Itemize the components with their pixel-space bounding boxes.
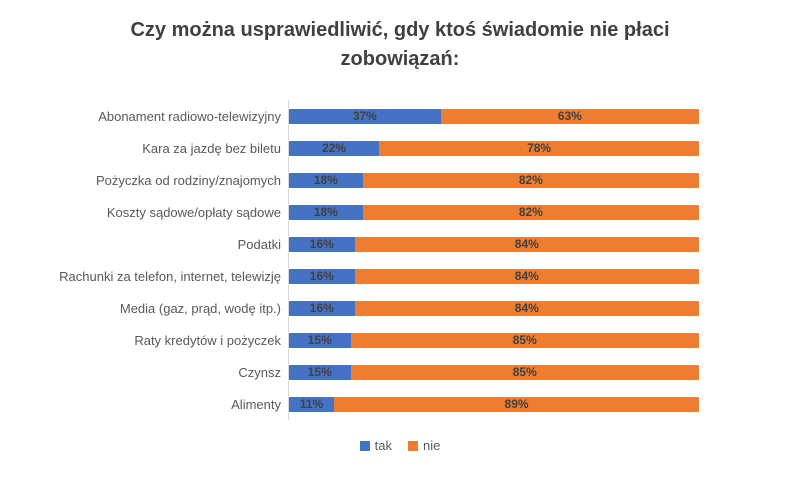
legend-label: nie bbox=[422, 438, 441, 453]
bar-row: Kara za jazdę bez biletu 22% 78% bbox=[0, 132, 800, 164]
bar-segment-nie: 82% bbox=[362, 204, 699, 220]
bar-segment-tak: 16% bbox=[289, 236, 355, 252]
bar-row: Media (gaz, prąd, wodę itp.) 16% 84% bbox=[0, 292, 800, 324]
bar-row: Raty kredytów i pożyczek 15% 85% bbox=[0, 324, 800, 356]
category-label: Podatki bbox=[237, 236, 281, 252]
bar-segment-tak: 16% bbox=[289, 300, 355, 316]
bar-segment-nie: 84% bbox=[354, 236, 699, 252]
bar-value-label: 85% bbox=[512, 333, 537, 347]
bar-value-label: 89% bbox=[504, 397, 529, 411]
bar-value-label: 82% bbox=[518, 173, 543, 187]
bar-track: 16% 84% bbox=[289, 268, 699, 284]
bar-segment-tak: 16% bbox=[289, 268, 355, 284]
legend-item-nie: nie bbox=[407, 438, 441, 453]
legend-swatch-nie-icon bbox=[407, 440, 418, 451]
bar-track: 37% 63% bbox=[289, 108, 699, 124]
category-label: Czynsz bbox=[238, 364, 281, 380]
bar-value-label: 84% bbox=[514, 301, 539, 315]
bar-segment-tak: 18% bbox=[289, 204, 363, 220]
bar-row: Abonament radiowo-telewizyjny 37% 63% bbox=[0, 100, 800, 132]
category-axis-line bbox=[288, 100, 289, 420]
bar-segment-nie: 63% bbox=[440, 108, 699, 124]
bar-track: 18% 82% bbox=[289, 172, 699, 188]
category-label: Abonament radiowo-telewizyjny bbox=[98, 108, 281, 124]
bar-segment-tak: 18% bbox=[289, 172, 363, 188]
bar-rows: Abonament radiowo-telewizyjny 37% 63% Kara … bbox=[0, 100, 800, 420]
bar-segment-nie: 84% bbox=[354, 268, 699, 284]
bar-segment-tak: 37% bbox=[289, 108, 441, 124]
bar-segment-tak: 15% bbox=[289, 364, 351, 380]
bar-row: Pożyczka od rodziny/znajomych 18% 82% bbox=[0, 164, 800, 196]
bar-track: 16% 84% bbox=[289, 236, 699, 252]
bar-value-label: 18% bbox=[313, 205, 338, 219]
bar-segment-nie: 85% bbox=[350, 332, 699, 348]
bar-segment-nie: 78% bbox=[379, 140, 699, 156]
bar-value-label: 15% bbox=[307, 333, 332, 347]
legend-label: tak bbox=[374, 438, 392, 453]
bar-value-label: 84% bbox=[514, 237, 539, 251]
bar-value-label: 37% bbox=[352, 109, 377, 123]
category-label: Alimenty bbox=[231, 396, 281, 412]
bar-segment-nie: 82% bbox=[362, 172, 699, 188]
legend: tak nie bbox=[0, 438, 800, 453]
bar-value-label: 78% bbox=[527, 141, 552, 155]
bar-track: 16% 84% bbox=[289, 300, 699, 316]
bar-segment-nie: 89% bbox=[334, 396, 699, 412]
bar-row: Alimenty 11% 89% bbox=[0, 388, 800, 420]
bar-segment-nie: 84% bbox=[354, 300, 699, 316]
bar-segment-tak: 15% bbox=[289, 332, 351, 348]
bar-row: Czynsz 15% 85% bbox=[0, 356, 800, 388]
category-label: Media (gaz, prąd, wodę itp.) bbox=[119, 300, 281, 316]
bar-value-label: 16% bbox=[309, 269, 334, 283]
bar-value-label: 82% bbox=[518, 205, 543, 219]
bar-value-label: 11% bbox=[299, 397, 324, 411]
bar-row: Rachunki za telefon, internet, telewizję… bbox=[0, 260, 800, 292]
bar-track: 18% 82% bbox=[289, 204, 699, 220]
bar-row: Podatki 16% 84% bbox=[0, 228, 800, 260]
category-label: Pożyczka od rodziny/znajomych bbox=[96, 172, 281, 188]
bar-value-label: 22% bbox=[322, 141, 347, 155]
bar-track: 15% 85% bbox=[289, 332, 699, 348]
bar-value-label: 16% bbox=[309, 301, 334, 315]
bar-value-label: 16% bbox=[309, 237, 334, 251]
category-label: Rachunki za telefon, internet, telewizję bbox=[59, 268, 281, 284]
legend-item-tak: tak bbox=[359, 438, 392, 453]
bar-value-label: 85% bbox=[512, 365, 537, 379]
bar-track: 15% 85% bbox=[289, 364, 699, 380]
bar-segment-nie: 85% bbox=[350, 364, 699, 380]
bar-segment-tak: 22% bbox=[289, 140, 380, 156]
category-label: Koszty sądowe/opłaty sądowe bbox=[106, 204, 281, 220]
bar-value-label: 18% bbox=[313, 173, 338, 187]
category-label: Kara za jazdę bez biletu bbox=[142, 140, 281, 156]
chart-title: Czy można usprawiedliwić, gdy ktoś świad… bbox=[130, 19, 670, 70]
bar-value-label: 84% bbox=[514, 269, 539, 283]
bar-track: 22% 78% bbox=[289, 140, 699, 156]
bar-row: Koszty sądowe/opłaty sądowe 18% 82% bbox=[0, 196, 800, 228]
legend-swatch-tak-icon bbox=[359, 440, 370, 451]
category-label: Raty kredytów i pożyczek bbox=[134, 332, 281, 348]
bar-value-label: 63% bbox=[557, 109, 582, 123]
bar-track: 11% 89% bbox=[289, 396, 699, 412]
plot-area: Abonament radiowo-telewizyjny 37% 63% Kara … bbox=[0, 100, 800, 420]
bar-value-label: 15% bbox=[307, 365, 332, 379]
bar-segment-tak: 11% bbox=[289, 396, 335, 412]
